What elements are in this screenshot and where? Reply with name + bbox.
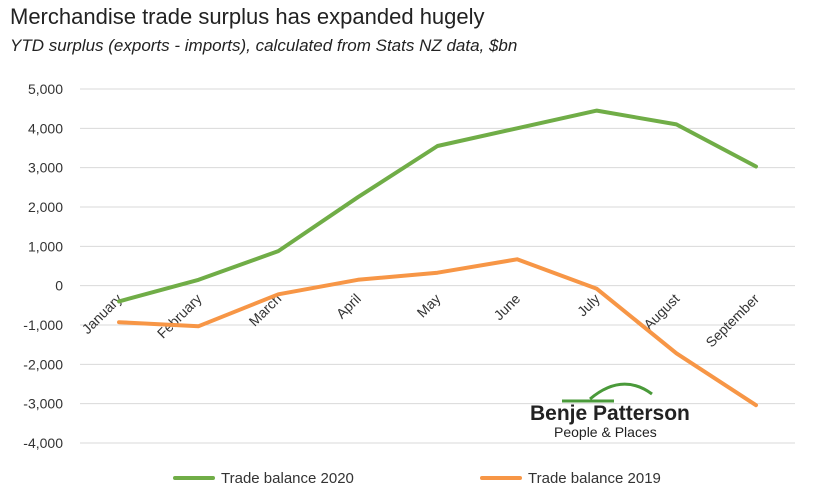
logo-tagline: People & Places bbox=[554, 424, 657, 440]
x-tick-label: August bbox=[640, 290, 682, 332]
legend: Trade balance 2020 Trade balance 2019 bbox=[173, 470, 661, 487]
chart-subtitle: YTD surplus (exports - imports), calcula… bbox=[10, 36, 518, 55]
y-axis-labels: 5,000 4,000 3,000 2,000 1,000 0 -1,000 -2,000 -3… bbox=[23, 81, 63, 451]
y-tick-label: 0 bbox=[55, 278, 63, 294]
series-line-2019 bbox=[117, 257, 758, 408]
y-tick-label: -2,000 bbox=[23, 356, 63, 372]
y-tick-label: 1,000 bbox=[28, 238, 63, 254]
y-tick-label: 4,000 bbox=[28, 120, 63, 136]
y-tick-label: -3,000 bbox=[23, 396, 63, 412]
x-tick-label: April bbox=[333, 290, 364, 321]
legend-label: Trade balance 2020 bbox=[221, 470, 354, 487]
y-tick-label: 2,000 bbox=[28, 199, 63, 215]
logo: Benje Patterson People & Places bbox=[530, 382, 690, 440]
legend-label: Trade balance 2019 bbox=[528, 470, 661, 487]
x-tick-label: February bbox=[154, 290, 205, 341]
y-tick-label: 5,000 bbox=[28, 81, 63, 97]
y-tick-label: -4,000 bbox=[23, 435, 63, 451]
gridlines bbox=[80, 88, 795, 444]
x-tick-label: May bbox=[414, 290, 444, 320]
x-tick-label: July bbox=[574, 290, 603, 319]
x-tick-label: September bbox=[702, 290, 762, 350]
logo-mark bbox=[589, 382, 653, 401]
y-tick-label: 3,000 bbox=[28, 160, 63, 176]
chart-title: Merchandise trade surplus has expanded h… bbox=[10, 4, 485, 29]
x-tick-label: January bbox=[79, 290, 126, 337]
logo-name: Benje Patterson bbox=[530, 402, 690, 425]
x-tick-label: June bbox=[490, 290, 523, 323]
series-lines bbox=[117, 108, 758, 408]
y-tick-label: -1,000 bbox=[23, 317, 63, 333]
